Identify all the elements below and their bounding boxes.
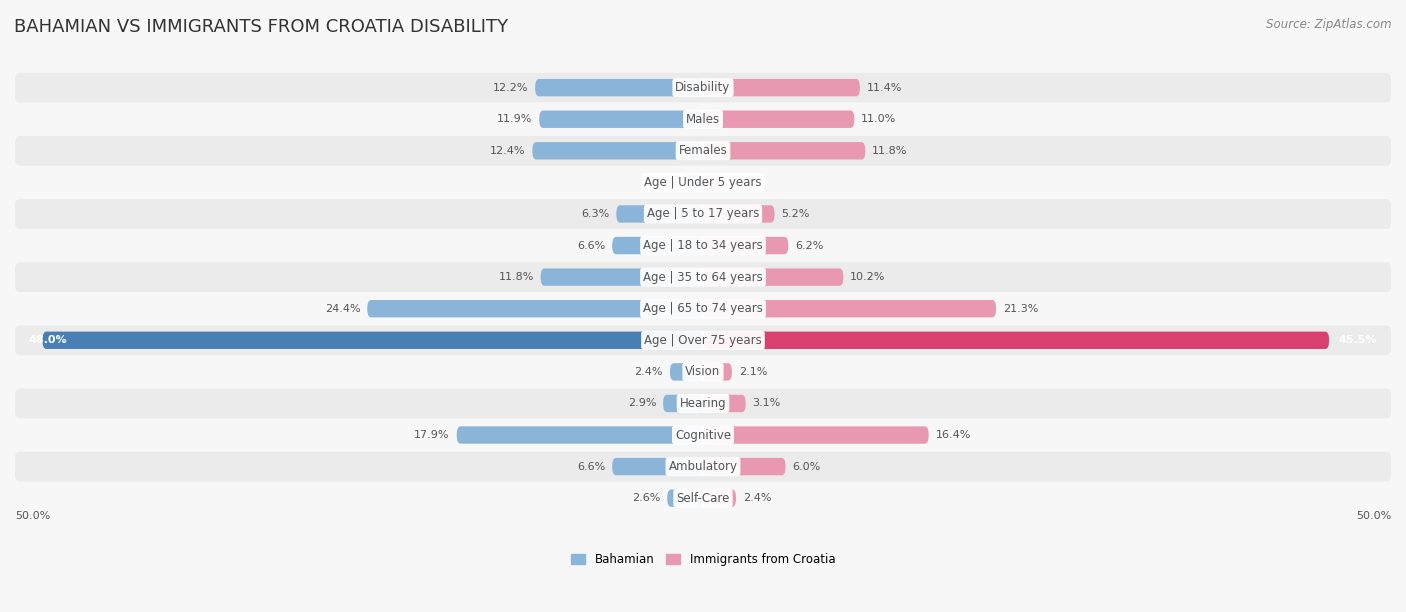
- Text: Age | Over 75 years: Age | Over 75 years: [644, 334, 762, 347]
- FancyBboxPatch shape: [685, 174, 703, 191]
- Text: 10.2%: 10.2%: [851, 272, 886, 282]
- FancyBboxPatch shape: [14, 73, 1392, 102]
- Text: 1.3%: 1.3%: [728, 177, 756, 187]
- Text: 6.2%: 6.2%: [796, 241, 824, 250]
- Text: Males: Males: [686, 113, 720, 125]
- FancyBboxPatch shape: [703, 205, 775, 223]
- FancyBboxPatch shape: [612, 237, 703, 254]
- FancyBboxPatch shape: [671, 363, 703, 381]
- Text: 6.0%: 6.0%: [793, 461, 821, 472]
- Text: 11.9%: 11.9%: [496, 114, 533, 124]
- FancyBboxPatch shape: [536, 79, 703, 96]
- FancyBboxPatch shape: [703, 332, 1329, 349]
- FancyBboxPatch shape: [703, 237, 789, 254]
- Text: 11.0%: 11.0%: [862, 114, 897, 124]
- FancyBboxPatch shape: [616, 205, 703, 223]
- Text: Cognitive: Cognitive: [675, 428, 731, 441]
- FancyBboxPatch shape: [612, 458, 703, 476]
- FancyBboxPatch shape: [703, 458, 786, 476]
- Text: BAHAMIAN VS IMMIGRANTS FROM CROATIA DISABILITY: BAHAMIAN VS IMMIGRANTS FROM CROATIA DISA…: [14, 18, 508, 36]
- Text: 6.3%: 6.3%: [581, 209, 609, 219]
- Text: 2.1%: 2.1%: [738, 367, 768, 377]
- Text: 2.6%: 2.6%: [631, 493, 661, 503]
- FancyBboxPatch shape: [14, 136, 1392, 166]
- Text: Source: ZipAtlas.com: Source: ZipAtlas.com: [1267, 18, 1392, 31]
- FancyBboxPatch shape: [457, 427, 703, 444]
- Text: 45.5%: 45.5%: [1339, 335, 1378, 345]
- FancyBboxPatch shape: [703, 300, 995, 318]
- FancyBboxPatch shape: [703, 395, 745, 412]
- Text: Females: Females: [679, 144, 727, 157]
- FancyBboxPatch shape: [703, 490, 735, 507]
- FancyBboxPatch shape: [668, 490, 703, 507]
- FancyBboxPatch shape: [703, 174, 721, 191]
- FancyBboxPatch shape: [703, 111, 855, 128]
- Text: 11.8%: 11.8%: [872, 146, 908, 156]
- Text: 1.3%: 1.3%: [650, 177, 678, 187]
- FancyBboxPatch shape: [14, 105, 1392, 134]
- FancyBboxPatch shape: [703, 142, 865, 160]
- FancyBboxPatch shape: [14, 420, 1392, 450]
- FancyBboxPatch shape: [703, 269, 844, 286]
- FancyBboxPatch shape: [42, 332, 703, 349]
- Text: Vision: Vision: [685, 365, 721, 378]
- Text: 50.0%: 50.0%: [1355, 511, 1391, 521]
- Text: 2.4%: 2.4%: [742, 493, 772, 503]
- FancyBboxPatch shape: [14, 357, 1392, 387]
- Text: 16.4%: 16.4%: [935, 430, 972, 440]
- Legend: Bahamian, Immigrants from Croatia: Bahamian, Immigrants from Croatia: [567, 548, 839, 571]
- Text: Age | 5 to 17 years: Age | 5 to 17 years: [647, 207, 759, 220]
- FancyBboxPatch shape: [14, 263, 1392, 292]
- FancyBboxPatch shape: [703, 427, 929, 444]
- Text: 5.2%: 5.2%: [782, 209, 810, 219]
- Text: 50.0%: 50.0%: [15, 511, 51, 521]
- Text: 48.0%: 48.0%: [28, 335, 67, 345]
- Text: Ambulatory: Ambulatory: [668, 460, 738, 473]
- Text: Hearing: Hearing: [679, 397, 727, 410]
- Text: 2.9%: 2.9%: [627, 398, 657, 408]
- FancyBboxPatch shape: [14, 389, 1392, 418]
- Text: 12.4%: 12.4%: [491, 146, 526, 156]
- FancyBboxPatch shape: [14, 452, 1392, 482]
- FancyBboxPatch shape: [541, 269, 703, 286]
- FancyBboxPatch shape: [703, 79, 860, 96]
- Text: 21.3%: 21.3%: [1002, 304, 1039, 314]
- Text: 2.4%: 2.4%: [634, 367, 664, 377]
- FancyBboxPatch shape: [14, 199, 1392, 229]
- Text: Age | 18 to 34 years: Age | 18 to 34 years: [643, 239, 763, 252]
- FancyBboxPatch shape: [703, 363, 733, 381]
- FancyBboxPatch shape: [14, 326, 1392, 355]
- Text: Age | 35 to 64 years: Age | 35 to 64 years: [643, 271, 763, 283]
- Text: 6.6%: 6.6%: [576, 461, 606, 472]
- Text: Disability: Disability: [675, 81, 731, 94]
- Text: 11.4%: 11.4%: [866, 83, 903, 92]
- Text: Age | Under 5 years: Age | Under 5 years: [644, 176, 762, 189]
- FancyBboxPatch shape: [367, 300, 703, 318]
- Text: 11.8%: 11.8%: [498, 272, 534, 282]
- FancyBboxPatch shape: [533, 142, 703, 160]
- FancyBboxPatch shape: [540, 111, 703, 128]
- FancyBboxPatch shape: [14, 483, 1392, 513]
- Text: 17.9%: 17.9%: [415, 430, 450, 440]
- Text: 6.6%: 6.6%: [576, 241, 606, 250]
- FancyBboxPatch shape: [14, 231, 1392, 260]
- FancyBboxPatch shape: [14, 294, 1392, 324]
- FancyBboxPatch shape: [664, 395, 703, 412]
- Text: Age | 65 to 74 years: Age | 65 to 74 years: [643, 302, 763, 315]
- FancyBboxPatch shape: [14, 168, 1392, 197]
- Text: 24.4%: 24.4%: [325, 304, 360, 314]
- Text: 3.1%: 3.1%: [752, 398, 780, 408]
- Text: Self-Care: Self-Care: [676, 491, 730, 505]
- Text: 12.2%: 12.2%: [492, 83, 529, 92]
